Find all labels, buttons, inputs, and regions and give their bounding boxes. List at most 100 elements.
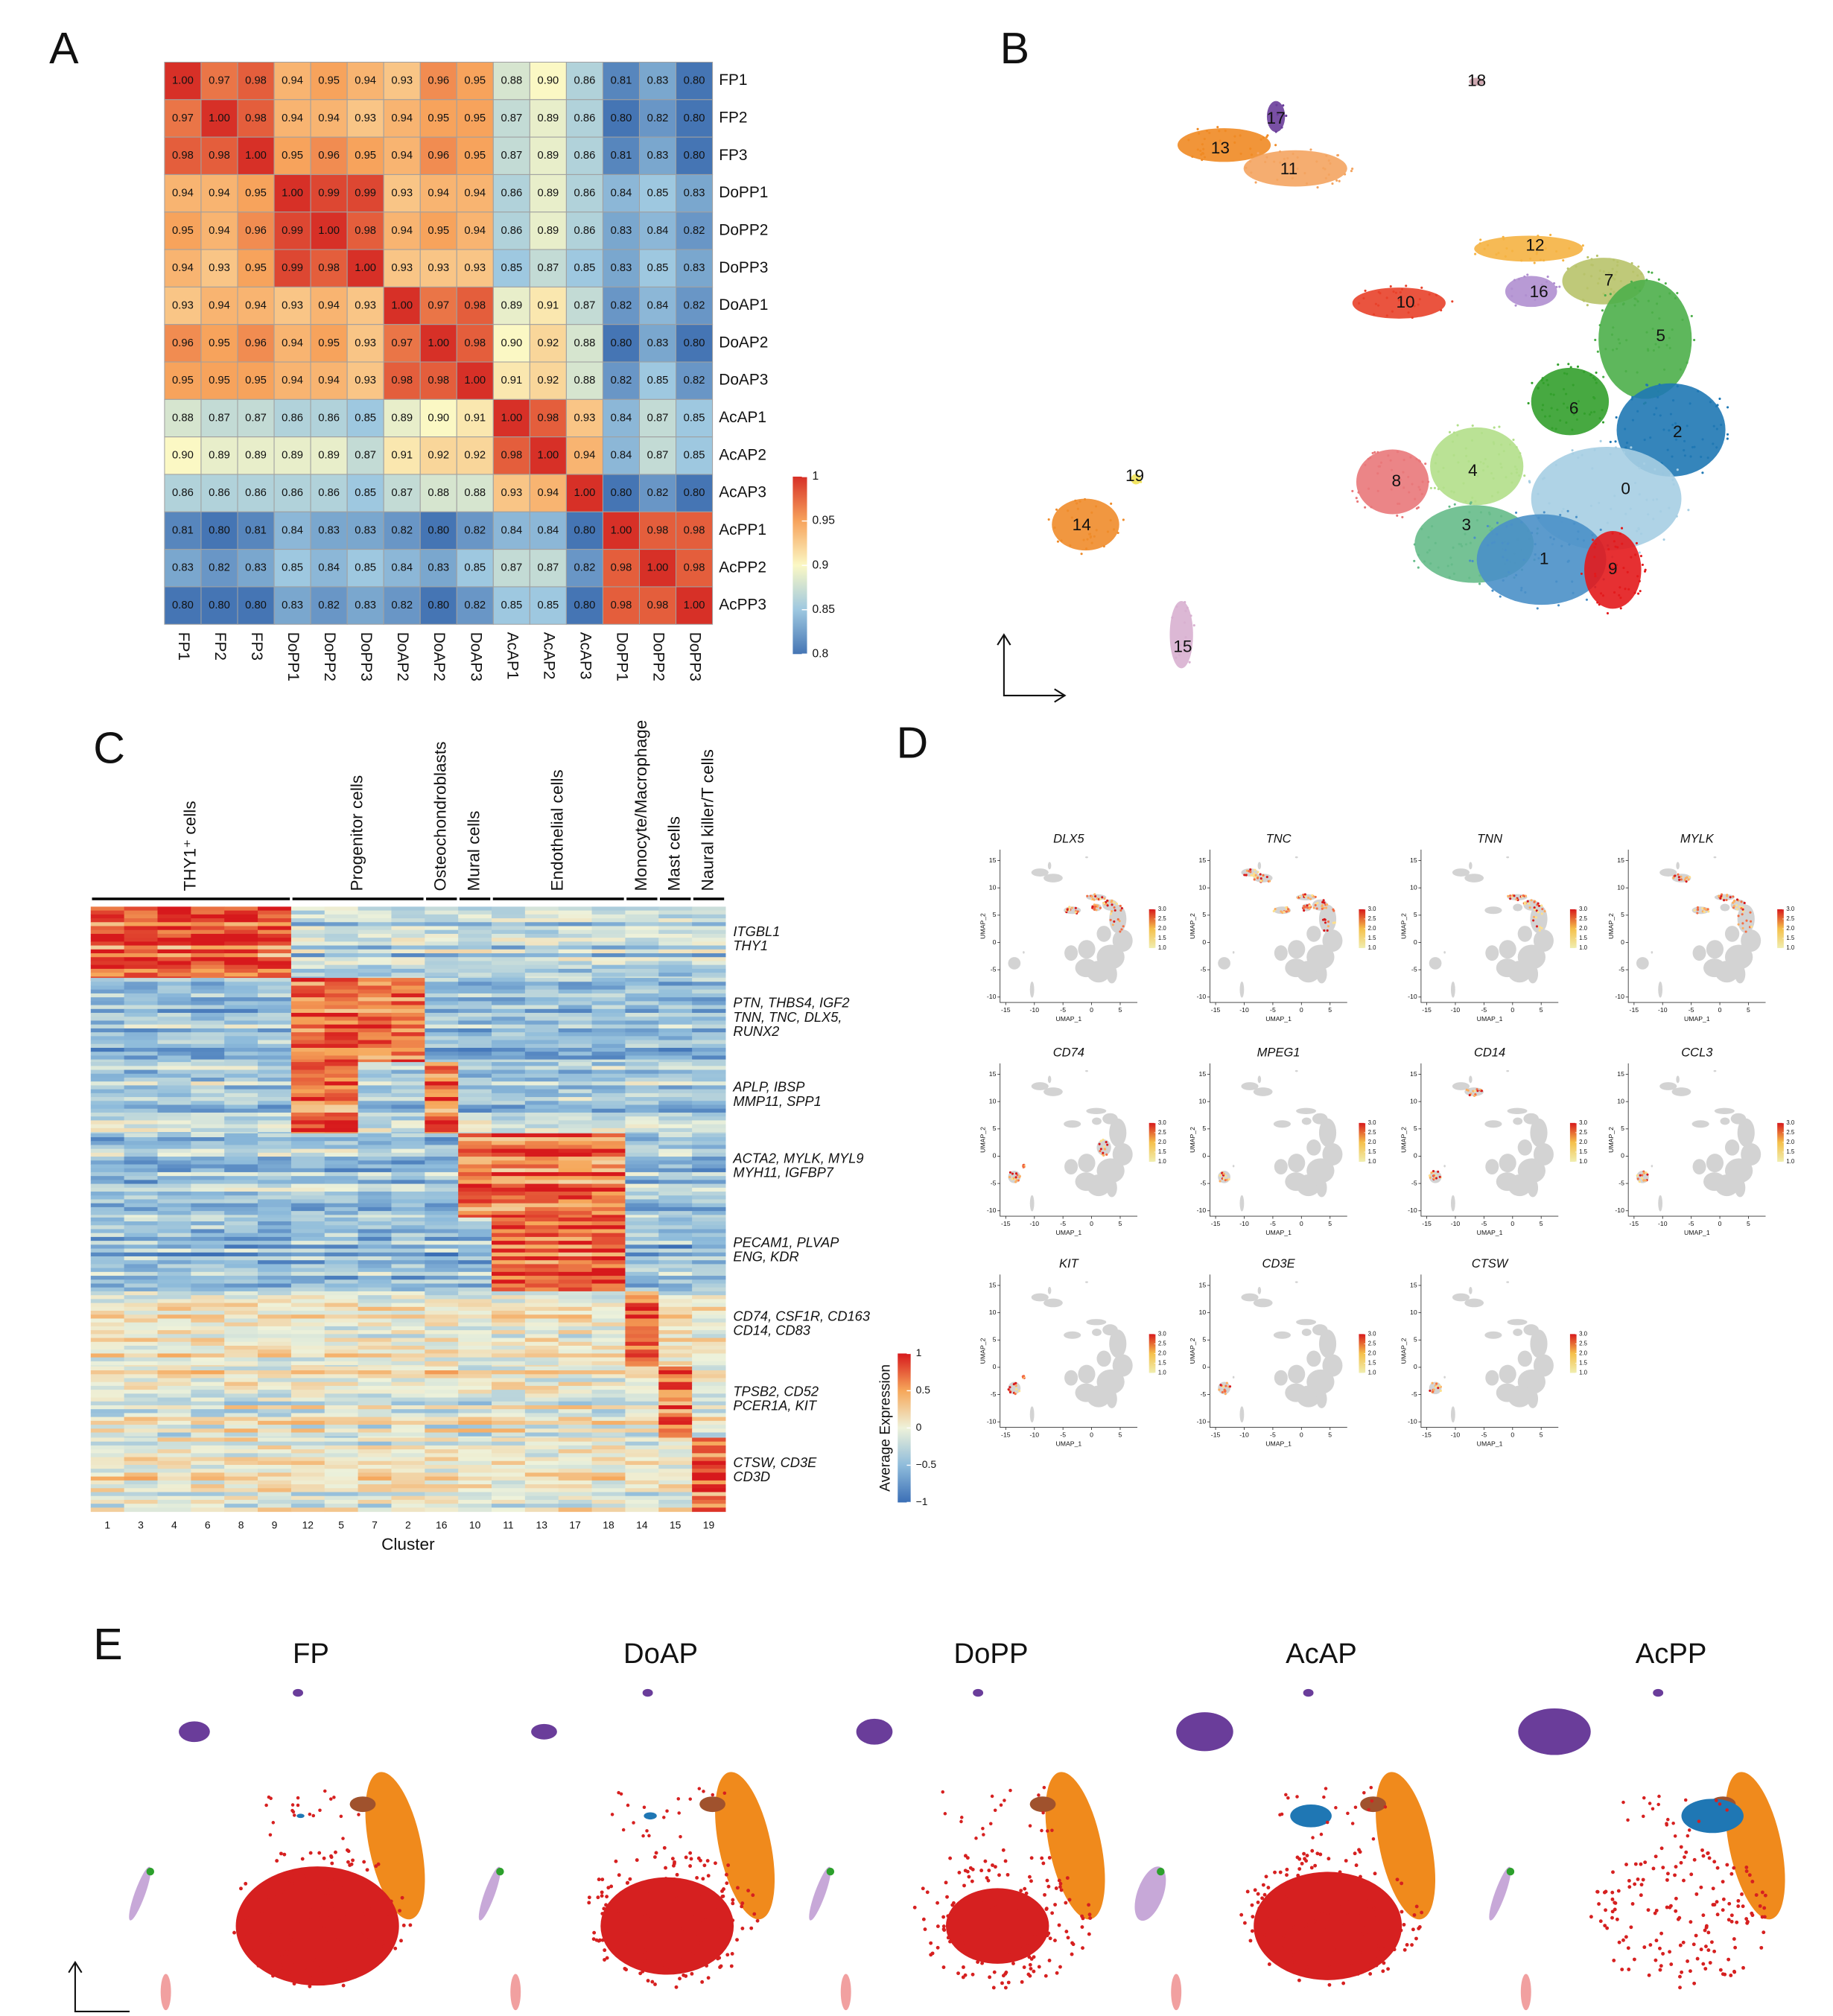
- heatmap-stripe: [658, 1066, 693, 1071]
- x-tick-label: -10: [1658, 1006, 1668, 1014]
- colorbar-tick-label: 0.8: [812, 647, 828, 660]
- umap-cell: [1442, 466, 1445, 469]
- umap-cell: [1374, 302, 1377, 305]
- expression-dot: [1099, 906, 1102, 909]
- heatmap-stripe: [425, 941, 459, 947]
- expression-dot: [1113, 920, 1116, 923]
- umap-cell: [1529, 257, 1532, 260]
- umap-cell: [1610, 333, 1614, 336]
- heatmap-stripe: [324, 1279, 359, 1285]
- heatmap-stripe: [324, 1306, 359, 1311]
- heatmap-stripe: [124, 1116, 159, 1121]
- heatmap-stripe: [191, 1397, 225, 1402]
- heatmap-stripe: [191, 1141, 225, 1145]
- heatmap-stripe: [258, 949, 292, 954]
- heatmap-stripe: [524, 1366, 559, 1371]
- heatmap-stripe: [90, 1248, 125, 1253]
- heatmap-stripe: [524, 1299, 559, 1304]
- heatmap-stripe: [191, 1120, 225, 1125]
- heatmap-stripe: [658, 1133, 693, 1138]
- heatmap-stripe: [258, 1128, 292, 1133]
- heatmap-stripe: [191, 1101, 225, 1106]
- heatmap-stripe: [492, 1445, 526, 1450]
- heatmap-stripe: [658, 1283, 693, 1288]
- heatmap-stripe: [258, 1097, 292, 1101]
- heatmap-stripe: [157, 1405, 191, 1410]
- umap-cell: [1279, 150, 1282, 153]
- heatmap-stripe: [558, 1453, 593, 1458]
- heatmap-stripe: [258, 1244, 292, 1250]
- heatmap-stripe: [591, 1492, 626, 1497]
- heatmap-stripe: [492, 1366, 526, 1371]
- column-label: DoAP2: [431, 632, 448, 681]
- row-label: AcPP2: [719, 559, 766, 576]
- umap-cell: [1715, 446, 1718, 449]
- umap-cell: [1122, 518, 1125, 521]
- heatmap-stripe: [191, 1349, 225, 1354]
- cluster-label: 9: [1608, 559, 1618, 578]
- heatmap-stripe: [425, 1017, 459, 1021]
- heatmap-stripe: [124, 914, 159, 919]
- heatmap-stripe: [290, 968, 325, 973]
- gene-label: CTSW, CD3E: [733, 1454, 817, 1470]
- heatmap-stripe: [191, 1183, 225, 1189]
- expression-dot: [1540, 912, 1543, 915]
- heatmap-stripe: [191, 978, 225, 982]
- heatmap-stripe: [90, 1020, 125, 1026]
- cell-label: 0.94: [538, 487, 559, 499]
- x-tick-label: 0: [1718, 1006, 1722, 1014]
- heatmap-stripe: [591, 1244, 626, 1250]
- heatmap-stripe: [157, 985, 191, 990]
- heatmap-cell: [419, 136, 457, 175]
- heatmap-stripe: [324, 1020, 359, 1026]
- heatmap-stripe: [558, 1425, 593, 1429]
- heatmap-stripe: [425, 1081, 459, 1086]
- umap-cell: [1671, 399, 1675, 402]
- umap-cell: [1619, 279, 1622, 283]
- heatmap-stripe: [458, 1081, 492, 1086]
- heatmap-stripe: [358, 1401, 392, 1406]
- heatmap-stripe: [492, 957, 526, 961]
- cluster-label: 11: [1280, 159, 1297, 178]
- umap-cell: [1638, 467, 1641, 470]
- heatmap-stripe: [157, 1241, 191, 1245]
- heatmap-stripe: [458, 1066, 492, 1071]
- x-tick-label: 5: [1119, 1006, 1122, 1014]
- heatmap-stripe: [524, 1370, 559, 1375]
- expression-dot: [1741, 922, 1744, 925]
- heatmap-stripe: [458, 1020, 492, 1026]
- heatmap-stripe: [658, 1236, 693, 1241]
- heatmap-stripe: [658, 1005, 693, 1010]
- heatmap-stripe: [458, 978, 492, 982]
- heatmap-stripe: [90, 926, 125, 931]
- heatmap-stripe: [324, 1152, 359, 1157]
- heatmap-stripe: [425, 926, 459, 931]
- heatmap-stripe: [492, 1425, 526, 1429]
- heatmap-stripe: [157, 1152, 191, 1157]
- heatmap-stripe: [224, 1341, 258, 1346]
- umap-cell: [1451, 440, 1455, 443]
- cell-label: 0.93: [391, 262, 413, 274]
- heatmap-stripe: [224, 1464, 258, 1469]
- heatmap-stripe: [692, 1069, 726, 1075]
- heatmap-stripe: [290, 1428, 325, 1434]
- umap-cell: [1662, 428, 1665, 431]
- heatmap-stripe: [124, 1425, 159, 1429]
- expression-dot: [1257, 871, 1259, 874]
- heatmap-stripe: [458, 985, 492, 990]
- heatmap-stripe: [658, 1176, 693, 1180]
- heatmap-stripe: [90, 1160, 125, 1166]
- mini-umap-cluster: [1429, 957, 1442, 970]
- heatmap-stripe: [124, 1416, 159, 1422]
- heatmap-stripe: [591, 1036, 626, 1041]
- umap-cell: [1659, 414, 1662, 417]
- heatmap-cell: [492, 436, 530, 475]
- heatmap-stripe: [458, 1168, 492, 1173]
- heatmap-stripe: [558, 978, 593, 982]
- heatmap-stripe: [492, 1476, 526, 1481]
- cell-label: 0.85: [538, 600, 559, 611]
- heatmap-stripe: [191, 1229, 225, 1234]
- heatmap-stripe: [492, 1108, 526, 1113]
- heatmap-stripe: [358, 1504, 392, 1508]
- heatmap-stripe: [458, 1397, 492, 1402]
